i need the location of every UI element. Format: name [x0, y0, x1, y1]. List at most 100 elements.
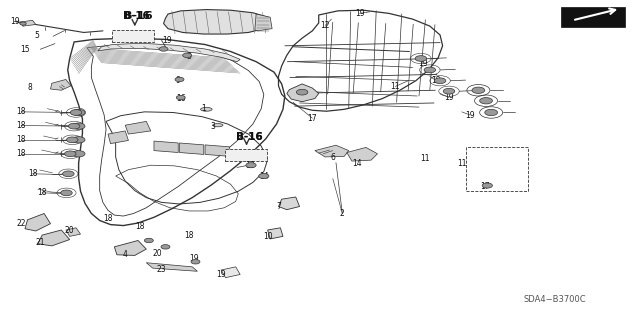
- Text: 23: 23: [157, 264, 166, 274]
- Polygon shape: [164, 10, 270, 34]
- Text: 19: 19: [444, 93, 454, 102]
- Text: 4: 4: [123, 250, 127, 259]
- Text: 3: 3: [187, 52, 191, 61]
- Polygon shape: [205, 145, 229, 156]
- Text: 19: 19: [10, 17, 20, 26]
- Text: 20: 20: [152, 249, 162, 258]
- Circle shape: [20, 22, 26, 25]
- Circle shape: [259, 174, 269, 179]
- Polygon shape: [20, 20, 36, 26]
- Polygon shape: [268, 228, 283, 239]
- Text: 5: 5: [34, 31, 39, 40]
- Text: 14: 14: [259, 172, 269, 181]
- Text: 16: 16: [176, 94, 186, 103]
- Text: 19: 19: [431, 76, 441, 85]
- Circle shape: [145, 238, 154, 243]
- Text: SDA4−B3700C: SDA4−B3700C: [524, 295, 586, 304]
- Text: 11: 11: [457, 159, 467, 168]
- Circle shape: [482, 183, 492, 188]
- Polygon shape: [98, 43, 240, 62]
- Circle shape: [246, 163, 256, 168]
- Text: 22: 22: [17, 219, 26, 228]
- Circle shape: [479, 98, 492, 104]
- Circle shape: [191, 260, 200, 264]
- Text: 14: 14: [352, 159, 362, 168]
- Text: 8: 8: [27, 83, 32, 92]
- Circle shape: [72, 137, 85, 143]
- Circle shape: [72, 123, 85, 129]
- Polygon shape: [154, 141, 178, 152]
- Circle shape: [70, 110, 82, 115]
- Text: 19: 19: [189, 254, 198, 263]
- Text: 9: 9: [176, 76, 180, 85]
- Circle shape: [72, 109, 85, 116]
- Text: 2: 2: [340, 209, 345, 218]
- Text: 15: 15: [20, 45, 30, 55]
- Circle shape: [67, 137, 78, 143]
- Polygon shape: [115, 241, 147, 256]
- Circle shape: [68, 123, 80, 129]
- Polygon shape: [147, 263, 197, 271]
- Polygon shape: [315, 145, 349, 157]
- Polygon shape: [108, 131, 129, 144]
- Polygon shape: [287, 84, 319, 102]
- Text: 17: 17: [308, 114, 317, 123]
- Text: B-16: B-16: [236, 132, 263, 142]
- Text: 13: 13: [245, 161, 255, 170]
- Polygon shape: [25, 213, 51, 231]
- Bar: [113, 30, 154, 42]
- Polygon shape: [255, 14, 272, 31]
- Text: 18: 18: [184, 231, 194, 240]
- Text: 20: 20: [65, 226, 74, 234]
- Text: 11: 11: [420, 154, 430, 163]
- Polygon shape: [232, 150, 257, 160]
- Polygon shape: [51, 79, 71, 90]
- Circle shape: [175, 77, 184, 82]
- Polygon shape: [221, 267, 240, 278]
- Ellipse shape: [200, 108, 212, 111]
- Text: B-16: B-16: [124, 11, 153, 21]
- Circle shape: [161, 245, 170, 249]
- FancyBboxPatch shape: [561, 7, 625, 27]
- Polygon shape: [125, 122, 151, 134]
- Text: B-16: B-16: [236, 132, 263, 142]
- Polygon shape: [179, 143, 204, 154]
- Text: 18: 18: [103, 214, 113, 223]
- Circle shape: [435, 78, 446, 84]
- Circle shape: [61, 190, 72, 196]
- Circle shape: [72, 151, 85, 157]
- Text: 17: 17: [480, 182, 490, 191]
- Circle shape: [424, 67, 436, 73]
- Text: 18: 18: [38, 188, 47, 197]
- Polygon shape: [66, 228, 81, 236]
- Circle shape: [484, 109, 497, 116]
- Polygon shape: [278, 197, 300, 210]
- Text: 19: 19: [465, 111, 475, 120]
- Text: 10: 10: [263, 232, 273, 241]
- Ellipse shape: [212, 123, 223, 127]
- Text: 6: 6: [330, 153, 335, 162]
- Text: 21: 21: [36, 238, 45, 247]
- Circle shape: [159, 47, 168, 51]
- Text: 19: 19: [162, 36, 172, 45]
- Circle shape: [176, 95, 185, 100]
- Text: 18: 18: [17, 108, 26, 116]
- Text: FR.: FR.: [579, 13, 597, 23]
- Text: 18: 18: [17, 121, 26, 130]
- Polygon shape: [347, 147, 378, 161]
- Bar: [466, 147, 528, 191]
- Text: 18: 18: [135, 222, 145, 231]
- Text: 12: 12: [321, 21, 330, 30]
- Text: 11: 11: [390, 82, 400, 91]
- Polygon shape: [122, 33, 147, 41]
- Text: 19: 19: [216, 270, 226, 279]
- Text: 18: 18: [17, 149, 26, 158]
- Circle shape: [472, 87, 484, 93]
- Text: 19: 19: [355, 9, 364, 18]
- Circle shape: [182, 53, 191, 57]
- Polygon shape: [38, 230, 70, 246]
- Text: 18: 18: [28, 169, 37, 178]
- Text: 18: 18: [17, 135, 26, 144]
- Text: B-16: B-16: [124, 11, 150, 21]
- Circle shape: [296, 89, 308, 95]
